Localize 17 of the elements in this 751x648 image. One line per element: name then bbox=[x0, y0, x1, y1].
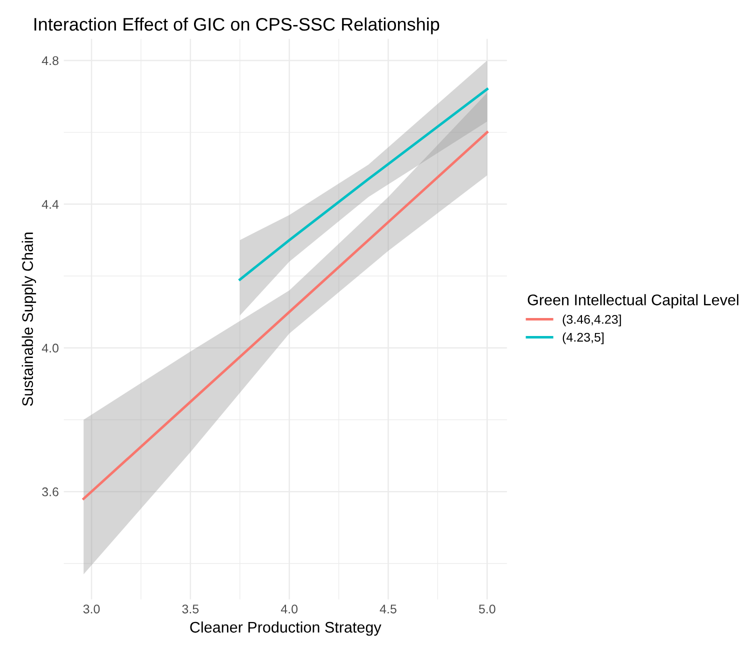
legend-label: (4.23,5] bbox=[562, 332, 604, 344]
legend-label: (3.46,4.23] bbox=[562, 314, 621, 326]
chart-title: Interaction Effect of GIC on CPS-SSC Relationship bbox=[34, 17, 440, 34]
x-tick-label: 5.0 bbox=[478, 604, 496, 614]
y-axis-title: Sustainable Supply Chain bbox=[22, 232, 36, 406]
x-axis-title: Cleaner Production Strategy bbox=[190, 621, 382, 636]
x-tick-label: 4.0 bbox=[280, 604, 298, 614]
legend-title: Green Intellectual Capital Level bbox=[528, 294, 738, 308]
y-tick-label: 4.8 bbox=[42, 56, 58, 66]
x-tick-label: 3.0 bbox=[83, 604, 100, 614]
line-series bbox=[238, 88, 488, 281]
line-series bbox=[82, 131, 488, 500]
y-tick-label: 3.6 bbox=[42, 487, 58, 496]
x-tick-label: 4.5 bbox=[380, 604, 396, 614]
y-tick-label: 4.4 bbox=[42, 200, 59, 209]
x-tick-label: 3.5 bbox=[182, 604, 199, 614]
y-tick-label: 4.0 bbox=[42, 344, 58, 353]
